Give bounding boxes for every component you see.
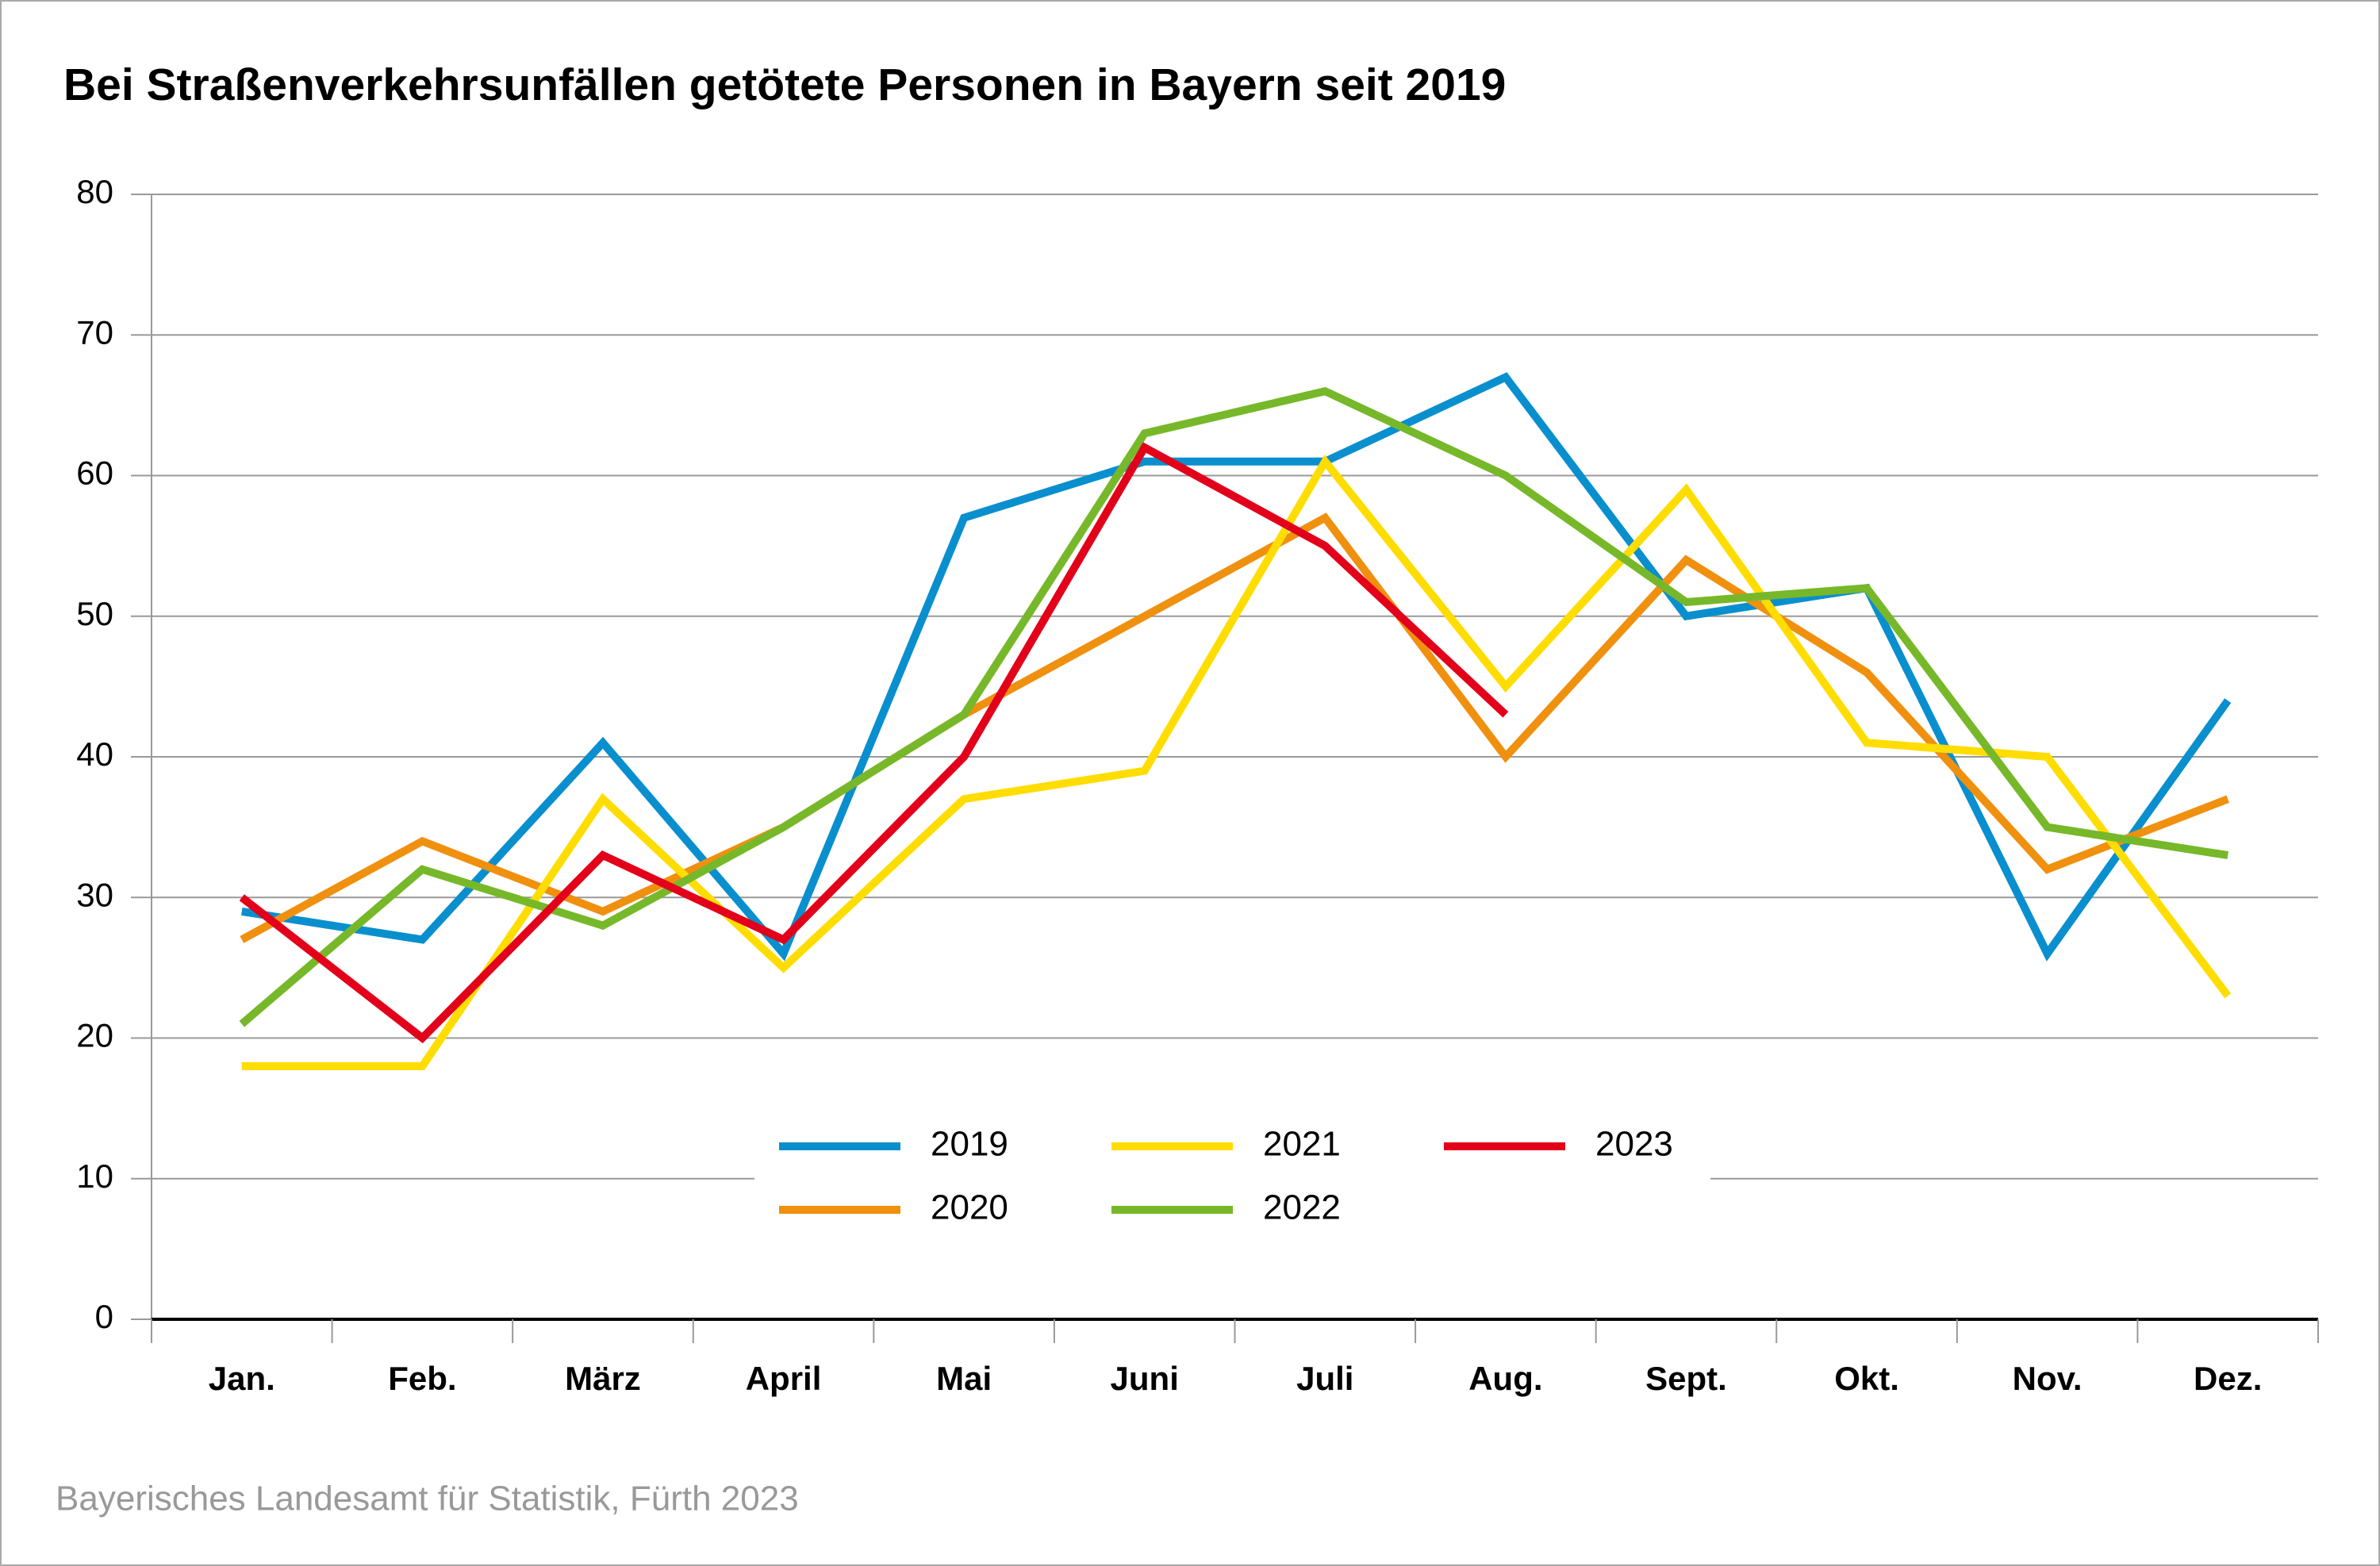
y-tick-label: 30 (76, 876, 113, 913)
chart-title: Bei Straßenverkehrsunfällen getötete Per… (63, 59, 1506, 110)
y-tick-label: 10 (76, 1157, 113, 1195)
x-tick-label: Juni (1111, 1360, 1179, 1397)
y-tick-label: 0 (95, 1298, 113, 1335)
legend-label: 2023 (1595, 1125, 1673, 1164)
y-tick-label: 50 (76, 595, 113, 632)
legend-label: 2022 (1263, 1188, 1341, 1227)
series-line (241, 372, 2232, 961)
series-line (240, 512, 2230, 943)
series-line (241, 454, 2232, 1070)
x-tick-label: Jan. (209, 1360, 275, 1397)
x-tick-label: Dez. (2194, 1360, 2262, 1397)
legend-label: 2019 (931, 1125, 1008, 1164)
source: Bayerisches Landesamt für Statistik, Für… (56, 1480, 799, 1518)
y-tick-label: 60 (76, 455, 113, 492)
legend-background (754, 1111, 1710, 1246)
series-line (239, 442, 1509, 1044)
legend-label: 2020 (931, 1188, 1008, 1227)
x-tick-label: April (746, 1360, 822, 1397)
y-tick-label: 80 (76, 173, 113, 210)
x-tick-label: Sept. (1645, 1360, 1727, 1397)
y-tick-label: 70 (76, 313, 113, 351)
legend-label: 2021 (1263, 1125, 1341, 1164)
x-tick-label: Nov. (2013, 1360, 2082, 1397)
x-tick-label: Juli (1296, 1360, 1353, 1397)
series-line (239, 386, 2228, 1027)
x-tick-label: März (565, 1360, 641, 1397)
x-tick-label: Mai (936, 1360, 992, 1397)
x-tick-label: Aug. (1468, 1360, 1542, 1397)
x-tick-label: Feb. (388, 1360, 456, 1397)
x-tick-label: Okt. (1834, 1360, 1899, 1397)
y-tick-label: 40 (76, 735, 113, 773)
y-tick-label: 20 (76, 1017, 113, 1054)
